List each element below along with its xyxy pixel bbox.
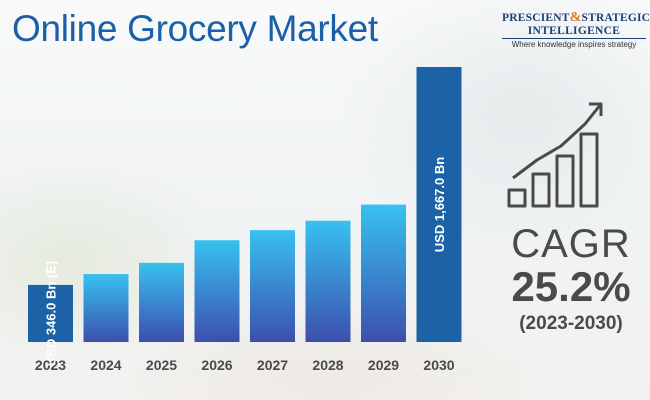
- page-title: Online Grocery Market: [12, 8, 378, 49]
- year-label-2026: 2026: [201, 357, 232, 373]
- logo-word-intelligence: INTELLIGENCE: [527, 25, 621, 37]
- cagr-period: (2023-2030): [519, 313, 623, 334]
- bar-2027: [250, 230, 295, 342]
- logo-tagline: Where knowledge inspires strategy: [502, 38, 646, 49]
- bar-2030: [416, 67, 462, 342]
- year-label-2027: 2027: [257, 357, 288, 373]
- logo-word-strategic: STRATEGIC: [581, 12, 650, 24]
- bar-2024: [83, 274, 129, 342]
- cagr-value: 25.2%: [511, 263, 631, 310]
- bar-2029: [361, 204, 406, 342]
- logo-ampersand: &: [569, 10, 582, 25]
- bar-2023: [28, 284, 73, 342]
- bar-2026: [194, 240, 240, 342]
- year-label-2025: 2025: [146, 357, 177, 373]
- bar-2028: [305, 220, 351, 342]
- year-label-2024: 2024: [90, 357, 121, 373]
- company-logo: PRESCIENT&STRATEGIC INTELLIGENCE Where k…: [502, 10, 650, 49]
- cagr-label: CAGR: [511, 222, 631, 266]
- value-label-2023: USD 346.0 Bn (E): [44, 261, 59, 366]
- year-label-2028: 2028: [312, 357, 343, 373]
- year-label-2029: 2029: [368, 357, 399, 373]
- year-label-2023: 2023: [35, 357, 66, 373]
- growth-bar-chart-arrow-icon: [505, 98, 615, 210]
- year-label-2030: 2030: [423, 357, 454, 373]
- value-label-2030: USD 1,667.0 Bn: [432, 157, 447, 252]
- logo-word-prescient: PRESCIENT: [502, 12, 570, 24]
- bar-2025: [139, 262, 184, 342]
